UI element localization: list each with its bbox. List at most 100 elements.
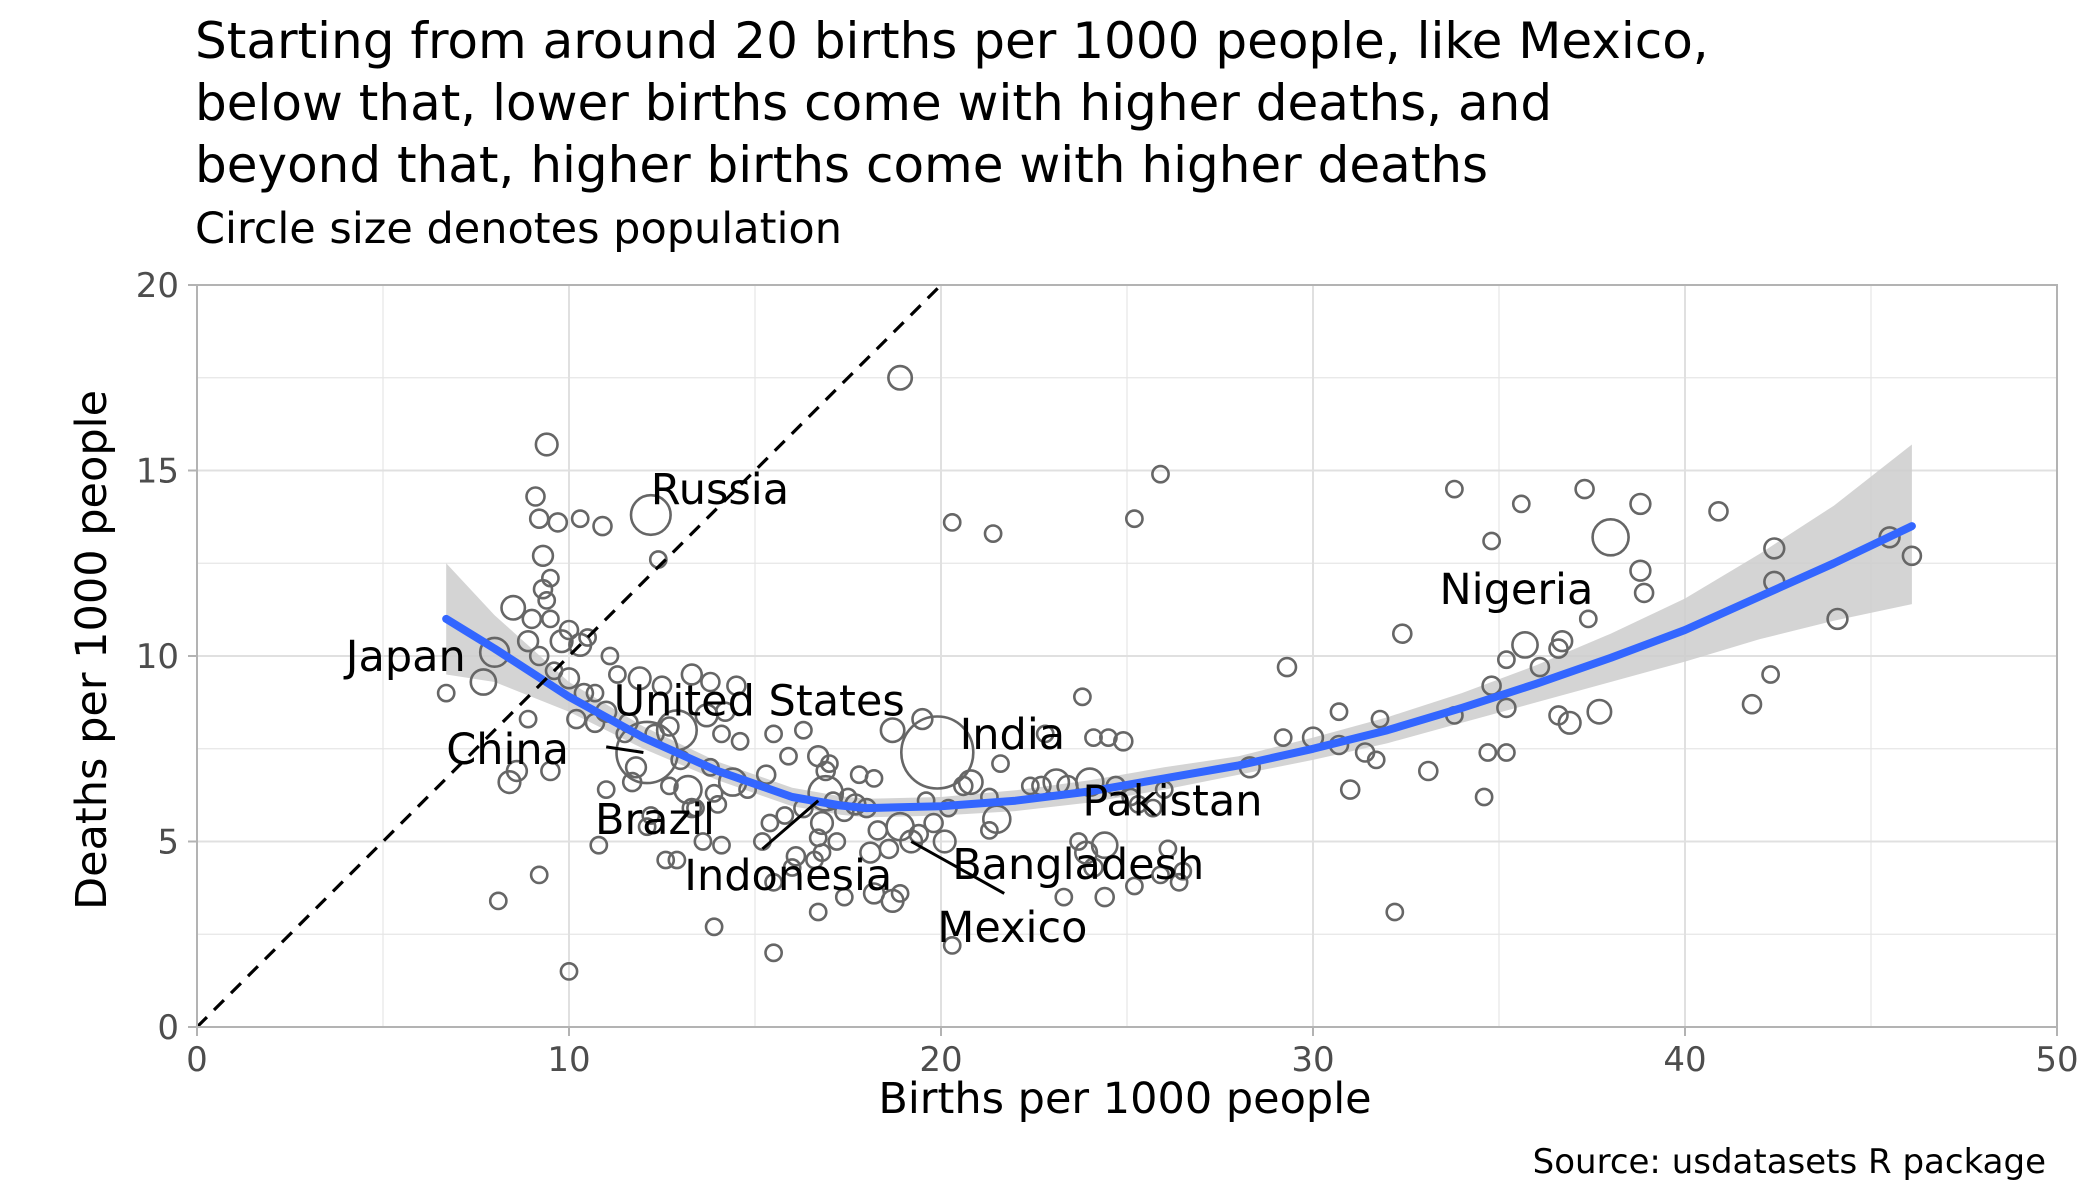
data-point	[827, 832, 847, 851]
data-point	[859, 841, 882, 864]
data-point	[807, 774, 845, 812]
data-point	[1629, 559, 1652, 582]
label-leader-line	[761, 799, 820, 851]
data-point	[488, 891, 508, 911]
country-label-layer: Russia Japan United States China Brazil Indon…	[343, 465, 1594, 953]
data-point	[1633, 582, 1655, 604]
data-point	[693, 832, 713, 851]
data-point	[1511, 494, 1531, 514]
data-point	[1708, 500, 1729, 522]
data-point	[812, 843, 832, 863]
data-point	[667, 850, 687, 870]
data-point	[681, 797, 703, 819]
data-point	[1054, 887, 1074, 907]
data-point	[764, 724, 784, 744]
data-point	[714, 701, 736, 723]
data-point	[525, 486, 546, 507]
data-point	[1125, 876, 1144, 896]
data-point	[660, 776, 679, 796]
data-point	[834, 887, 854, 907]
label-leader-line	[605, 745, 644, 754]
chart-title: Starting from around 20 births per 1000 …	[195, 10, 2045, 196]
data-point	[1578, 609, 1598, 629]
data-point	[1090, 831, 1119, 860]
data-point	[516, 629, 540, 653]
data-point	[500, 594, 527, 621]
smooth-trend-line	[442, 522, 1916, 813]
country-label: Nigeria	[1440, 565, 1594, 615]
data-point	[1497, 650, 1516, 670]
data-point	[764, 943, 784, 963]
data-point	[1629, 492, 1652, 516]
data-point	[1763, 537, 1786, 560]
data-point	[1370, 709, 1390, 729]
data-point	[592, 515, 613, 537]
data-point	[1826, 607, 1849, 631]
country-label: Russia	[651, 465, 789, 515]
data-point	[1151, 865, 1170, 885]
reference-line-y-equals-x	[195, 283, 943, 1029]
data-point	[1151, 464, 1170, 484]
data-point	[775, 806, 795, 825]
data-point	[537, 591, 557, 610]
data-point	[991, 754, 1010, 774]
data-point	[544, 661, 564, 681]
data-point	[469, 668, 498, 696]
data-point	[1113, 730, 1134, 752]
data-point	[1574, 478, 1595, 500]
x-tick-label: 10	[547, 1040, 590, 1080]
data-point	[531, 544, 555, 567]
data-point	[1366, 750, 1386, 770]
data-point	[624, 756, 648, 779]
data-point	[779, 746, 798, 766]
x-tick-label: 50	[2035, 1040, 2078, 1080]
data-point	[641, 806, 661, 825]
data-point	[1478, 743, 1498, 762]
data-point	[1276, 656, 1298, 678]
data-point	[942, 936, 962, 955]
data-point	[980, 821, 999, 840]
country-label: Bangladesh	[952, 840, 1204, 890]
data-point	[528, 508, 550, 530]
data-point	[589, 835, 609, 855]
data-point	[686, 798, 705, 818]
confidence-band	[446, 444, 1912, 818]
label-leader-line	[910, 840, 1005, 895]
data-point	[1094, 886, 1115, 908]
data-point	[952, 775, 974, 797]
x-tick-label: 20	[919, 1040, 962, 1080]
country-label: India	[960, 710, 1066, 760]
data-point	[585, 683, 605, 703]
smooth-line-layer	[442, 522, 1916, 813]
y-tick-label: 20	[136, 266, 179, 306]
data-point	[760, 813, 780, 833]
data-point	[1550, 629, 1574, 653]
data-point	[541, 609, 560, 629]
chart-subtitle: Circle size denotes population	[195, 204, 842, 254]
y-tick-label: 5	[157, 823, 179, 863]
data-point	[1497, 743, 1516, 762]
data-point	[578, 628, 598, 647]
data-point	[785, 845, 807, 867]
data-point	[730, 731, 750, 751]
data-point	[1083, 857, 1104, 878]
data-point	[1173, 861, 1193, 881]
data-point	[528, 645, 550, 667]
data-point	[1020, 776, 1040, 796]
data-point	[521, 608, 543, 630]
data-point	[908, 823, 930, 845]
data-point	[1529, 656, 1551, 678]
data-point	[436, 683, 456, 703]
data-point	[659, 716, 680, 737]
x-tick-label: 0	[186, 1040, 208, 1080]
data-point	[1741, 693, 1763, 715]
data-point	[1591, 517, 1630, 557]
confidence-band-layer	[446, 444, 1912, 818]
data-point	[1329, 702, 1349, 722]
data-point	[1035, 724, 1055, 744]
data-point	[1474, 787, 1494, 807]
x-tick-label: 30	[1291, 1040, 1334, 1080]
chart-title-line-2: below that, lower births come with highe…	[195, 74, 1553, 132]
data-point	[794, 720, 813, 740]
data-point	[532, 578, 554, 600]
